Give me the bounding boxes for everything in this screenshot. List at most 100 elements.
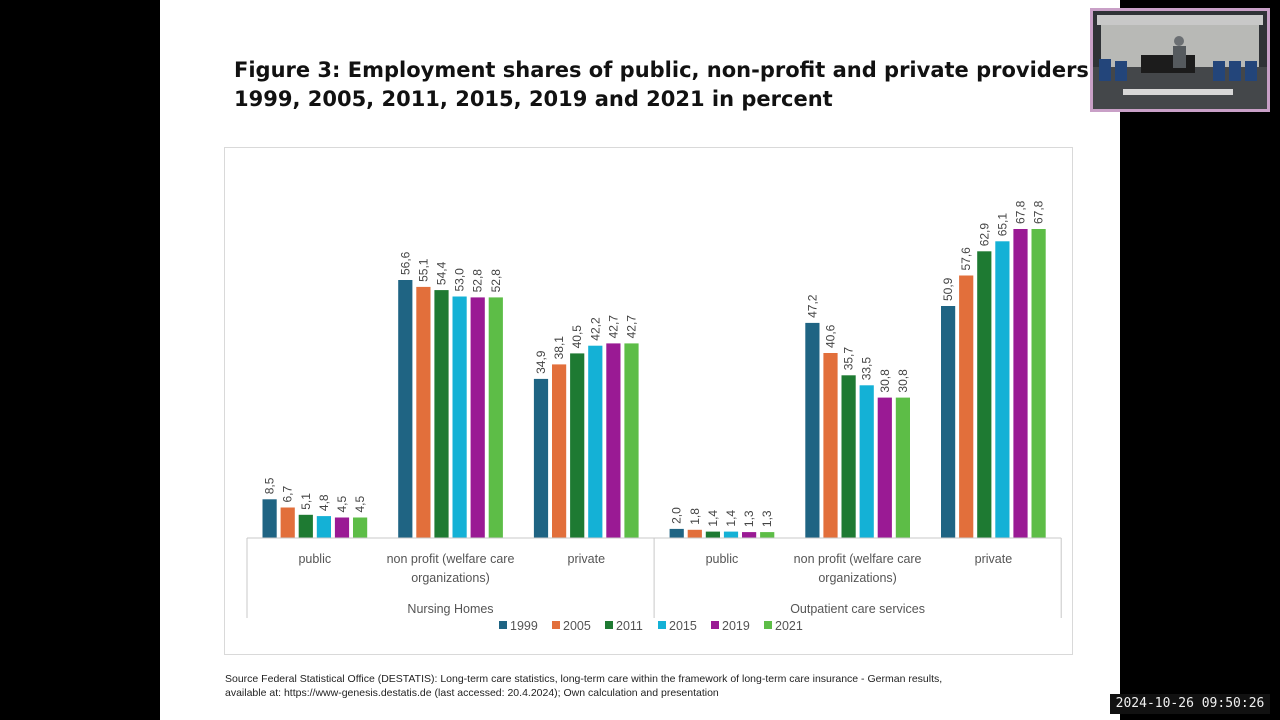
data-label: 62,9 [977,223,991,247]
bar-2015-cat2 [452,296,467,538]
recording-timestamp: 2024-10-26 09:50:26 [1110,694,1270,714]
legend-swatch-2005 [552,621,560,629]
legend-label: 2015 [669,619,697,633]
category-label: organizations) [411,571,490,585]
category-label: private [975,552,1013,566]
data-label: 67,8 [1032,200,1046,224]
data-label: 56,6 [398,251,412,275]
data-label: 54,4 [435,261,449,285]
source-line-1: Source Federal Statistical Office (DESTA… [225,673,943,685]
legend-swatch-1999 [499,621,507,629]
bar-2021-cat5 [895,397,910,538]
category-label: private [568,552,606,566]
bar-2019-cat5 [877,397,892,538]
data-label: 5,1 [299,493,313,510]
data-label: 52,8 [489,269,503,293]
bar-1999-cat3 [533,378,549,538]
category-label: non profit (welfare care [794,552,922,566]
data-label: 67,8 [1014,200,1028,224]
data-label: 34,9 [534,350,548,374]
bar-2015-cat4 [723,531,739,538]
group-label: Outpatient care services [790,602,925,616]
legend-label: 2021 [775,619,803,633]
data-label: 1,4 [706,510,720,527]
bar-2011-cat1 [298,514,313,538]
bar-2011-cat2 [434,290,449,538]
legend-label: 1999 [510,619,538,633]
data-label: 4,8 [317,494,331,511]
legend-swatch-2019 [711,621,719,629]
data-label: 53,0 [453,268,467,292]
data-label: 40,6 [824,324,838,348]
data-label: 42,7 [625,315,639,339]
title-line-2: 1999, 2005, 2011, 2015, 2019 and 2021 in… [234,87,833,111]
webcam-video-thumbnail[interactable] [1090,8,1270,112]
bar-1999-cat4 [669,528,684,538]
bar-2021-cat2 [488,297,503,538]
data-label: 1,3 [742,510,756,527]
source-note: Source Federal Statistical Office (DESTA… [225,672,1105,700]
chart-frame: 8,5 6,7 5,1 4,8 4,5 4,5 56,6 55,1 54,4 53,0 52,8 52… [224,147,1073,655]
bar-2011-cat4 [705,531,720,538]
legend-swatch-2021 [764,621,772,629]
category-label: organizations) [818,571,897,585]
data-label: 57,6 [959,247,973,271]
bar-2005-cat1 [280,507,295,538]
data-label: 42,7 [606,315,620,339]
bar-1999-cat1 [262,499,277,538]
data-label: 65,1 [995,213,1009,237]
legend-label: 2005 [563,619,591,633]
data-label: 33,5 [860,357,874,381]
classroom-video-image [1093,11,1267,109]
category-label: non profit (welfare care [387,552,515,566]
bar-2019-cat2 [470,297,485,538]
title-line-1: Figure 3: Employment shares of public, n… [234,58,1089,82]
bar-2021-cat3 [624,343,639,538]
bar-2021-cat1 [353,517,368,538]
group-label: Nursing Homes [407,602,493,616]
data-label: 30,8 [878,369,892,393]
bar-2005-cat4 [687,529,702,538]
bar-2019-cat6 [1013,229,1028,538]
bar-2021-cat6 [1031,229,1046,538]
bar-2011-cat6 [977,251,992,539]
data-label: 4,5 [353,495,367,512]
bar-2019-cat4 [742,532,757,538]
bar-2015-cat6 [995,241,1010,539]
bar-2005-cat6 [959,275,974,538]
data-label: 47,2 [805,294,819,318]
category-label: public [706,552,739,566]
legend-swatch-2011 [605,621,613,629]
data-label: 38,1 [552,336,566,360]
bar-2005-cat2 [416,286,431,538]
data-label: 42,2 [588,317,602,341]
source-line-2: available at: https://www-genesis.destat… [225,687,719,699]
legend-label: 2019 [722,619,750,633]
data-label: 52,8 [471,269,485,293]
page-title: Figure 3: Employment shares of public, n… [234,56,1094,114]
data-label: 1,3 [760,510,774,527]
data-label: 8,5 [263,477,277,494]
bar-2019-cat1 [334,517,350,538]
category-label: public [298,552,331,566]
data-label: 50,9 [941,277,955,301]
data-label: 4,5 [335,495,349,512]
bar-2005-cat3 [552,364,567,538]
bar-2019-cat3 [606,343,621,538]
data-label: 1,4 [724,510,738,527]
data-label: 40,5 [570,325,584,349]
data-label: 6,7 [281,485,295,502]
data-label: 30,8 [896,369,910,393]
bar-2011-cat3 [570,353,585,538]
bar-2015-cat3 [588,345,603,538]
bar-1999-cat2 [398,280,413,538]
bar-2021-cat4 [760,532,775,538]
data-label: 1,8 [688,508,702,525]
legend-swatch-2015 [658,621,666,629]
bar-1999-cat6 [941,306,956,538]
bar-2005-cat5 [823,353,838,538]
bar-2015-cat1 [316,516,331,538]
employment-share-bar-chart: 8,5 6,7 5,1 4,8 4,5 4,5 56,6 55,1 54,4 53,0 52,8 52… [246,200,1062,633]
bar-2015-cat5 [859,385,874,538]
data-label: 55,1 [416,258,430,282]
